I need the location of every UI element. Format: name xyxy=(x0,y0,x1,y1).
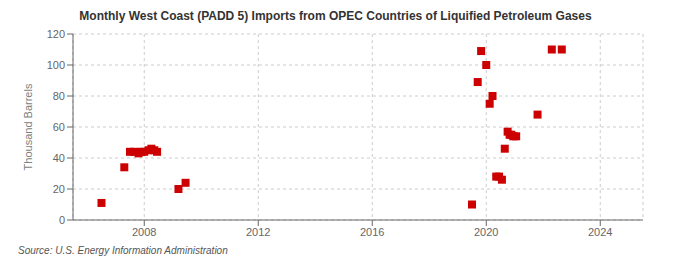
html-text:Source: U.S. Energy Informatio: Source: U.S. Energy Information Administ… xyxy=(18,245,228,256)
svg-text:2024: 2024 xyxy=(588,226,612,238)
svg-text:100: 100 xyxy=(47,59,65,71)
svg-text:40: 40 xyxy=(53,152,65,164)
svg-text:2012: 2012 xyxy=(246,226,270,238)
svg-text:80: 80 xyxy=(53,90,65,102)
svg-text:20: 20 xyxy=(53,183,65,195)
svg-text:Thousand Barrels: Thousand Barrels xyxy=(22,83,34,170)
svg-text:60: 60 xyxy=(53,121,65,133)
svg-text:2020: 2020 xyxy=(474,226,498,238)
svg-text:2008: 2008 xyxy=(132,226,156,238)
svg-text:2016: 2016 xyxy=(360,226,384,238)
svg-text:120: 120 xyxy=(47,28,65,40)
html-text:Monthly West Coast (PADD 5) Im: Monthly West Coast (PADD 5) Imports from… xyxy=(79,9,592,23)
svg-text:0: 0 xyxy=(59,214,65,226)
